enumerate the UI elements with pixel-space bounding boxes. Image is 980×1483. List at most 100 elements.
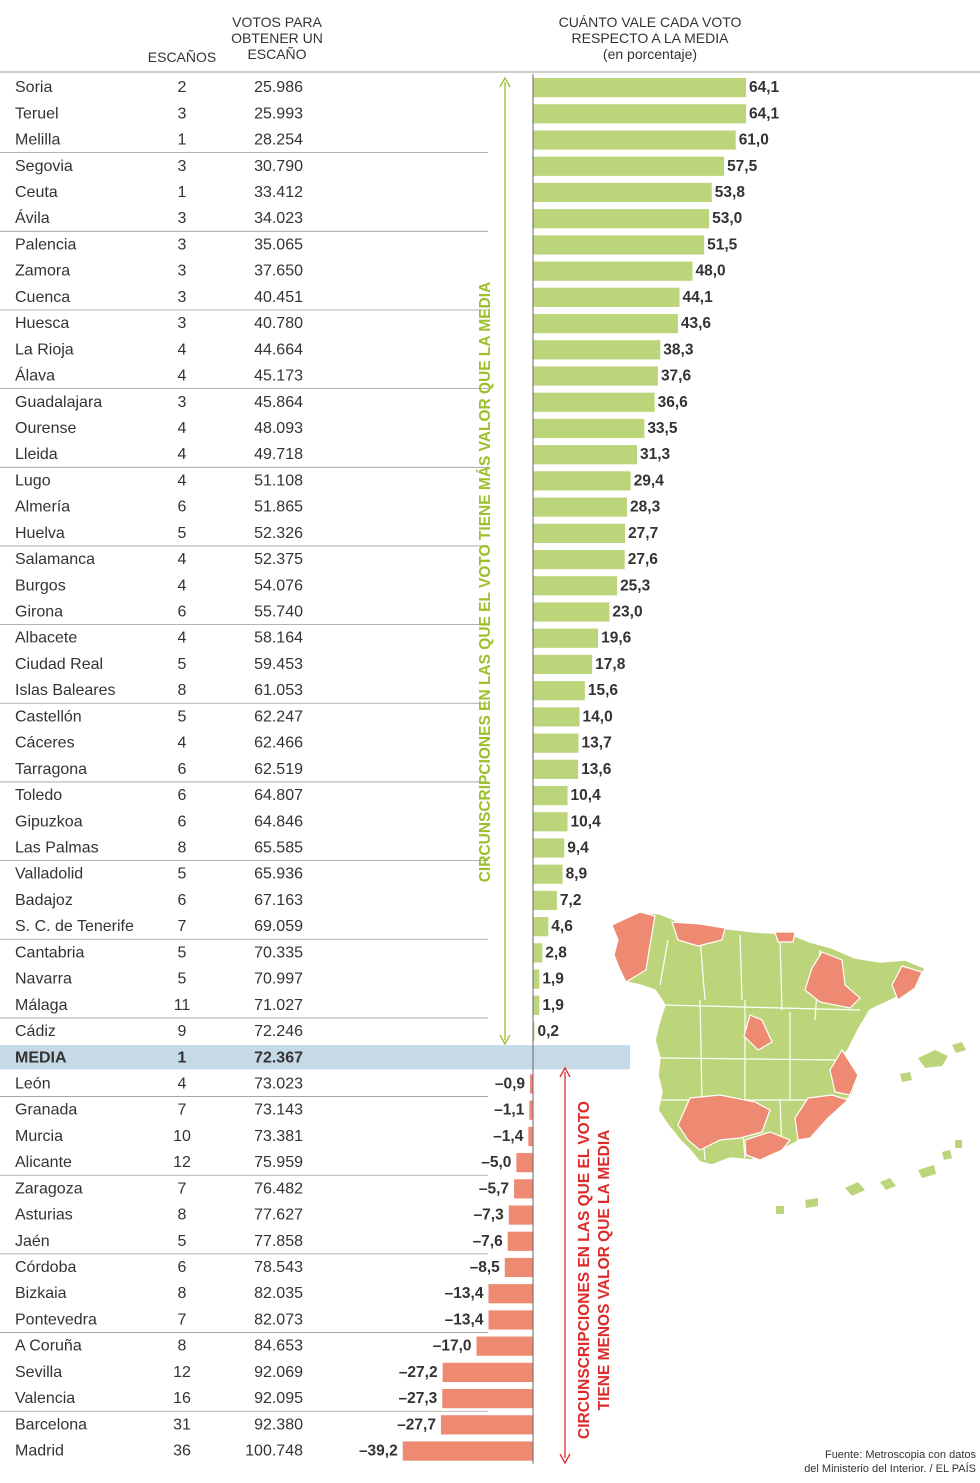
row-seats-45: 6 xyxy=(178,1259,187,1276)
bar-label-20: 23,0 xyxy=(612,604,642,621)
row-name-48: A Coruña xyxy=(15,1338,82,1355)
bar-label-17: 27,7 xyxy=(628,525,658,542)
rows-group: Soria 2 25.986 64,1 Teruel 3 25.993 64,1 Melilla… xyxy=(0,74,780,1464)
bar-24 xyxy=(533,707,580,727)
bar-43 xyxy=(508,1205,533,1225)
bar-label-12: 36,6 xyxy=(658,394,689,411)
bar-label-23: 15,6 xyxy=(588,682,619,699)
row-name-11: Álava xyxy=(15,366,55,385)
bar-25 xyxy=(533,733,579,753)
row-votes-50: 92.095 xyxy=(254,1390,303,1407)
source-note: Fuente: Metroscopia con datos del Minist… xyxy=(804,1448,976,1476)
row-votes-3: 30.790 xyxy=(254,158,303,175)
row-votes-38: 73.023 xyxy=(254,1075,303,1092)
map-zaragoza xyxy=(804,951,861,1009)
row-votes-48: 84.653 xyxy=(254,1338,303,1355)
bar-label-35: 1,9 xyxy=(542,997,564,1014)
row-votes-22: 59.453 xyxy=(254,656,303,673)
bar-51 xyxy=(440,1415,533,1435)
source-line-2: del Ministerio del Interior. / EL PAÍS xyxy=(804,1463,976,1475)
row-seats-33: 5 xyxy=(178,944,187,961)
row-votes-42: 76.482 xyxy=(254,1180,303,1197)
map-canarias xyxy=(776,1140,962,1214)
row-votes-7: 37.650 xyxy=(254,263,303,280)
bar-label-31: 7,2 xyxy=(560,892,582,909)
row-votes-5: 34.023 xyxy=(254,210,303,227)
row-votes-39: 73.143 xyxy=(254,1102,303,1119)
row-votes-41: 75.959 xyxy=(254,1154,303,1171)
bar-32 xyxy=(533,917,549,937)
bar-39 xyxy=(529,1100,533,1120)
bar-41 xyxy=(516,1153,533,1173)
row-name-8: Cuenca xyxy=(15,289,70,306)
header-valor-title: CUÁNTO VALE CADA VOTO RESPECTO A LA MEDI… xyxy=(558,14,742,46)
row-name-41: Alicante xyxy=(15,1154,72,1171)
row-seats-21: 4 xyxy=(178,630,187,647)
bar-label-19: 25,3 xyxy=(620,577,651,594)
row-name-27: Toledo xyxy=(15,787,62,804)
bar-label-1: 64,1 xyxy=(749,105,780,122)
map-asturias xyxy=(671,921,726,947)
row-seats-46: 8 xyxy=(178,1285,187,1302)
row-votes-16: 51.865 xyxy=(254,499,303,516)
row-seats-38: 4 xyxy=(178,1075,187,1092)
row-votes-35: 71.027 xyxy=(254,997,303,1014)
row-votes-1: 25.993 xyxy=(254,105,303,122)
bar-29 xyxy=(533,838,565,858)
row-name-24: Castellón xyxy=(15,708,82,725)
bar-label-29: 9,4 xyxy=(567,839,589,856)
bar-label-46: –13,4 xyxy=(445,1285,484,1302)
map-bizkaia xyxy=(774,931,796,943)
bar-label-40: –1,4 xyxy=(493,1128,524,1145)
bar-21 xyxy=(533,628,599,648)
row-votes-18: 52.375 xyxy=(254,551,303,568)
bar-48 xyxy=(476,1336,533,1356)
row-seats-10: 4 xyxy=(178,341,187,358)
bar-label-41: –5,0 xyxy=(481,1154,511,1171)
row-seats-5: 3 xyxy=(178,210,187,227)
row-seats-24: 5 xyxy=(178,708,187,725)
header-votos: VOTOS PARA OBTENER UN ESCAÑO xyxy=(231,14,323,62)
bar-13 xyxy=(533,418,645,439)
bar-label-2: 61,0 xyxy=(739,132,769,149)
row-name-42: Zaragoza xyxy=(15,1180,83,1197)
row-name-35: Málaga xyxy=(15,997,68,1014)
row-seats-32: 7 xyxy=(178,918,187,935)
row-name-22: Ciudad Real xyxy=(15,656,103,673)
bar-label-48: –17,0 xyxy=(433,1338,472,1355)
row-name-4: Ceuta xyxy=(15,184,58,201)
bar-46 xyxy=(488,1284,533,1304)
row-name-13: Ourense xyxy=(15,420,76,437)
row-name-43: Asturias xyxy=(15,1207,73,1224)
row-votes-26: 62.519 xyxy=(254,761,303,778)
row-votes-27: 64.807 xyxy=(254,787,303,804)
row-seats-44: 5 xyxy=(178,1233,187,1250)
bar-22 xyxy=(533,654,593,675)
bar-8 xyxy=(533,287,680,307)
row-name-50: Valencia xyxy=(15,1390,75,1407)
bar-label-25: 13,7 xyxy=(582,735,612,752)
row-seats-25: 4 xyxy=(178,735,187,752)
negative-side-label-line1: CIRCUNSCRIPCIONES EN LAS QUE EL VOTO xyxy=(576,1101,593,1439)
row-seats-23: 8 xyxy=(178,682,187,699)
source-line-1: Fuente: Metroscopia con datos xyxy=(824,1449,976,1461)
bar-23 xyxy=(533,681,585,701)
bar-label-26: 13,6 xyxy=(581,761,612,778)
row-name-28: Gipuzkoa xyxy=(15,813,83,830)
row-name-23: Islas Baleares xyxy=(15,682,116,699)
row-name-15: Lugo xyxy=(15,472,51,489)
bar-2 xyxy=(533,130,736,150)
row-seats-6: 3 xyxy=(178,236,187,253)
bar-27 xyxy=(533,785,568,806)
row-name-25: Cáceres xyxy=(15,735,75,752)
bar-label-21: 19,6 xyxy=(601,630,632,647)
row-name-16: Almería xyxy=(15,499,70,516)
row-votes-19: 54.076 xyxy=(254,577,303,594)
bar-50 xyxy=(442,1389,533,1409)
bar-label-50: –27,3 xyxy=(398,1390,437,1407)
bar-label-9: 43,6 xyxy=(681,315,712,332)
bar-label-47: –13,4 xyxy=(445,1311,484,1328)
row-name-52: Madrid xyxy=(15,1443,64,1460)
bar-label-43: –7,3 xyxy=(474,1207,505,1224)
row-seats-49: 12 xyxy=(173,1364,191,1381)
